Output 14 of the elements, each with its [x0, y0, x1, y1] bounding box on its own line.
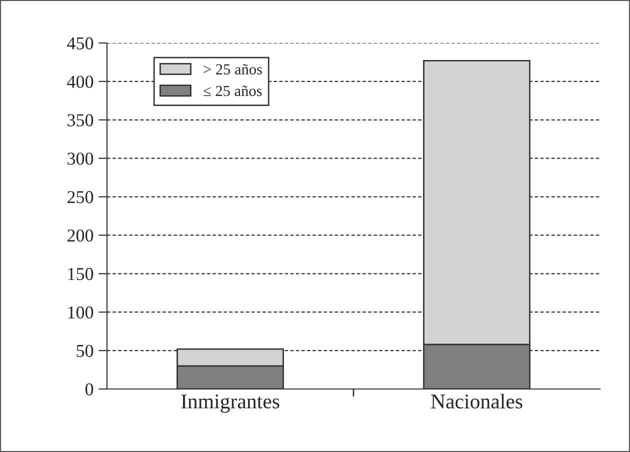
- legend-label: > 25 años: [204, 64, 262, 75]
- y-tick-label: 0: [85, 383, 94, 396]
- y-tick-label: 200: [68, 229, 94, 242]
- y-tick-label: 50: [76, 344, 94, 357]
- y-tick-label: 300: [68, 152, 94, 165]
- y-tick-label: 100: [68, 306, 94, 319]
- y-tick-label: 250: [68, 191, 94, 204]
- y-tick-label: 150: [68, 268, 94, 280]
- y-tick-label: 450: [67, 37, 94, 50]
- x-tick-label: Inmigrantes: [181, 394, 280, 413]
- y-tick-label: 400: [67, 76, 94, 88]
- y-tick-label: 350: [68, 114, 94, 126]
- x-tick-label: Nacionales: [431, 394, 522, 409]
- legend-label: ≤ 25 años: [204, 86, 262, 96]
